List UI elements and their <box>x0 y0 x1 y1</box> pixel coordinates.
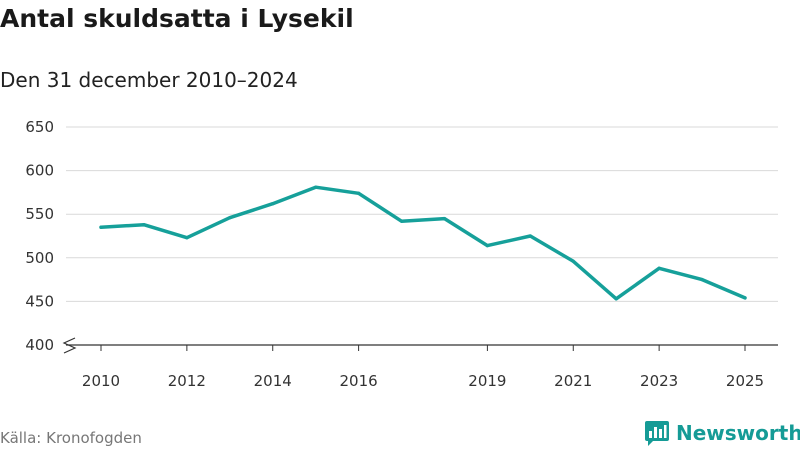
x-axis-ticks: 2010 2012 2014 2016 2019 2021 2023 2025 <box>82 345 764 390</box>
chart-subtitle: Den 31 december 2010–2024 <box>0 68 298 92</box>
y-tick-label: 450 <box>25 292 54 310</box>
data-point <box>485 243 489 248</box>
x-tick-label: 2021 <box>554 372 592 390</box>
series-line <box>99 185 747 301</box>
y-tick-label: 600 <box>25 162 54 180</box>
y-tick-label: 550 <box>25 205 54 223</box>
axis-break-icon <box>62 337 77 354</box>
series-layer <box>99 185 747 301</box>
source-note: Källa: Kronofogden <box>0 429 142 447</box>
data-point <box>142 223 146 227</box>
newsworthy-logo: Newsworthy <box>644 419 800 447</box>
x-tick-label: 2025 <box>726 372 764 390</box>
x-tick-label: 2019 <box>468 372 506 390</box>
grid-lines <box>66 126 778 346</box>
data-point <box>99 225 103 229</box>
y-tick-label: 400 <box>25 336 54 354</box>
brand-name: Newsworthy <box>676 421 800 445</box>
y-tick-label: 500 <box>25 249 54 267</box>
data-point <box>657 266 661 270</box>
data-point <box>357 191 361 195</box>
data-point <box>271 202 275 206</box>
bar-chart-speech-icon <box>645 421 669 446</box>
x-tick-label: 2010 <box>82 372 120 390</box>
data-point <box>228 216 232 220</box>
data-point <box>743 296 747 300</box>
data-point <box>571 259 575 263</box>
data-point <box>185 236 189 240</box>
data-point <box>614 297 618 301</box>
x-tick-label: 2016 <box>340 372 378 390</box>
data-point <box>700 278 704 282</box>
data-point <box>314 185 318 189</box>
data-point <box>399 219 404 223</box>
data-point <box>442 216 447 221</box>
chart-title: Antal skuldsatta i Lysekil <box>0 4 354 33</box>
y-tick-label: 650 <box>25 118 54 136</box>
data-point <box>528 234 532 238</box>
y-axis-ticks: 400 450 500 550 600 650 <box>25 118 77 354</box>
x-tick-label: 2014 <box>254 372 292 390</box>
x-tick-label: 2023 <box>640 372 678 390</box>
x-tick-label: 2012 <box>168 372 206 390</box>
